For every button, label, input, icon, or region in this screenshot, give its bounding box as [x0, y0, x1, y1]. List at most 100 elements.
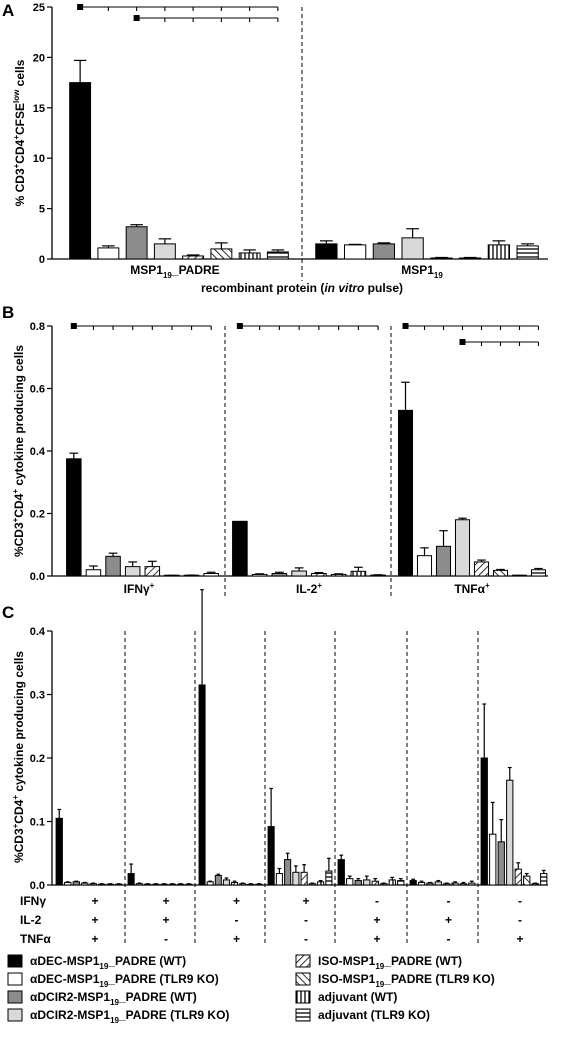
panel-b-significance-2 — [236, 323, 379, 330]
plot-area: 0 5 10 15 20 25 0.0 0.2 0.4 0.6 0.8 0.0 0.1 0.2 0.3 0.4… — [20, 2, 548, 946]
panel-b-bar — [124, 566, 141, 577]
panel-c-bar — [409, 880, 417, 886]
panel-a-bar — [69, 82, 92, 260]
panel-c-combination-mark: + — [233, 894, 240, 908]
panel-c-letter: C — [2, 603, 14, 622]
panel-b-bar — [144, 566, 161, 577]
panel-c-combination-mark: + — [373, 913, 380, 927]
panel-c-row-label: IFNγ — [20, 894, 46, 908]
panel-c-combination-mark: - — [447, 932, 451, 946]
panel-c-bar — [363, 879, 371, 886]
panel-b-bar — [291, 570, 307, 577]
panel-c-bar — [388, 879, 396, 886]
panel-a-significance-1 — [77, 4, 279, 11]
panel-b-ylabel: %CD3+CD4+ cytokine producing cells — [11, 345, 26, 557]
panel-c-ytick-label: 0.0 — [30, 880, 45, 892]
panel-a-bar — [153, 243, 176, 260]
legend-item-7: adjuvant (WT) — [295, 990, 397, 1004]
panel-b-bar — [271, 573, 288, 577]
panel-c-bar — [468, 882, 476, 886]
panel-a-xlabel: recombinant protein (in vitro pulse) — [201, 281, 403, 295]
panel-b-bar — [454, 519, 471, 577]
panel-c-bar — [206, 881, 214, 886]
panel-c-ytick-label: 0.3 — [30, 690, 45, 702]
panel-c-bar — [443, 883, 451, 886]
legend-item-5: ISO-MSP119_PADRE (WT) — [295, 954, 462, 971]
legend-item-3: αDCIR2-MSP119_PADRE (WT) — [7, 990, 197, 1007]
panel-c-bar — [417, 881, 426, 886]
panel-a-group-label-1: MSP119_PADRE — [130, 263, 219, 280]
panel-b-ytick-label: 0.8 — [30, 321, 45, 333]
panel-b-bar — [311, 573, 327, 577]
panel-a-bar — [266, 251, 289, 260]
panel-a-bar — [210, 248, 233, 260]
panel-b-bar — [435, 545, 452, 577]
panel-c-combination-mark: - — [164, 932, 168, 946]
panel-c-bar — [354, 880, 362, 886]
panel-c-ytick-label: 0.1 — [30, 817, 45, 829]
panel-c-bar — [325, 870, 333, 886]
panel-c-bar — [480, 757, 488, 886]
panel-c-combination-mark: - — [447, 894, 451, 908]
panel-c-bar — [72, 881, 80, 886]
panel-b-ytick-label: 0.4 — [30, 446, 46, 458]
panel-a-bar — [315, 243, 338, 260]
panel-c-bar — [239, 883, 247, 886]
panel-a-significance-2 — [133, 15, 279, 22]
svg-text:αDEC-MSP119_PADRE (TLR9 KO): αDEC-MSP119_PADRE (TLR9 KO) — [30, 972, 219, 989]
svg-text:adjuvant (TLR9 KO): adjuvant (TLR9 KO) — [318, 1008, 430, 1022]
panel-b-bar — [397, 409, 414, 577]
panel-c-bar — [337, 859, 345, 886]
panel-c-bar — [426, 882, 434, 886]
panel-a-bar — [430, 257, 453, 260]
panel-b-bar — [66, 458, 82, 577]
panel-c-bar — [489, 833, 497, 886]
svg-text:αDCIR2-MSP119_PADRE (TLR9 KO): αDCIR2-MSP119_PADRE (TLR9 KO) — [30, 1008, 229, 1025]
significance-origin-marker — [133, 15, 140, 21]
panel-a-bar — [372, 243, 396, 260]
significance-origin-marker — [402, 323, 409, 329]
panel-c-bar — [275, 873, 283, 886]
panel-a-bar — [125, 226, 148, 260]
panel-b-bar — [85, 569, 102, 577]
panel-c-bar — [267, 826, 275, 886]
panel-b-letter: B — [2, 303, 14, 322]
panel-c-bar — [317, 881, 325, 886]
panel-c-bar — [506, 779, 514, 886]
panel-a-bar — [458, 257, 482, 260]
panel-c-combination-mark: - — [235, 913, 239, 927]
panel-b-bar — [492, 569, 509, 577]
panel-b-group-label-2: IL-2+ — [296, 581, 322, 596]
panel-c-combination-mark: - — [518, 894, 522, 908]
panel-b-ytick-label: 0.6 — [30, 384, 45, 396]
panel-c-bar — [231, 881, 239, 886]
panel-c-bar — [284, 859, 292, 886]
panel-a-ylabel: % CD3+CD4+CFSElow cells — [12, 59, 27, 206]
panel-c-combination-mark: - — [304, 913, 308, 927]
panel-c-bar — [451, 882, 459, 886]
panel-b-group-label-1: IFNγ+ — [124, 581, 155, 596]
panel-c-bar — [222, 879, 230, 886]
panel-c-bar — [380, 883, 388, 886]
panel-c-bar — [540, 873, 548, 886]
svg-text:ISO-MSP119_PADRE (TLR9 KO): ISO-MSP119_PADRE (TLR9 KO) — [318, 972, 495, 989]
panel-b-significance-4 — [459, 339, 540, 346]
panel-c-combination-mark: + — [162, 894, 169, 908]
svg-text:ISO-MSP119_PADRE (WT): ISO-MSP119_PADRE (WT) — [318, 954, 462, 971]
legend-item-4: αDCIR2-MSP119_PADRE (TLR9 KO) — [7, 1008, 229, 1025]
panel-a-bar — [343, 244, 367, 260]
panel-b-bar — [251, 573, 268, 577]
panel-c-bar — [497, 841, 505, 886]
panel-c-combination-mark: - — [375, 894, 379, 908]
panel-b-bar — [473, 561, 490, 577]
panel-c-combination-mark: + — [233, 932, 240, 946]
panel-c-ytick-label: 0.4 — [30, 626, 46, 638]
panel-c-bar — [514, 868, 522, 886]
panel-c-bar — [292, 871, 300, 886]
panel-b-bar — [105, 555, 121, 577]
panel-c-bar — [531, 883, 539, 886]
panel-a-ytick-label: 5 — [39, 204, 45, 216]
panel-c-combination-mark: + — [162, 913, 169, 927]
panel-a-ytick-label: 10 — [33, 153, 45, 165]
